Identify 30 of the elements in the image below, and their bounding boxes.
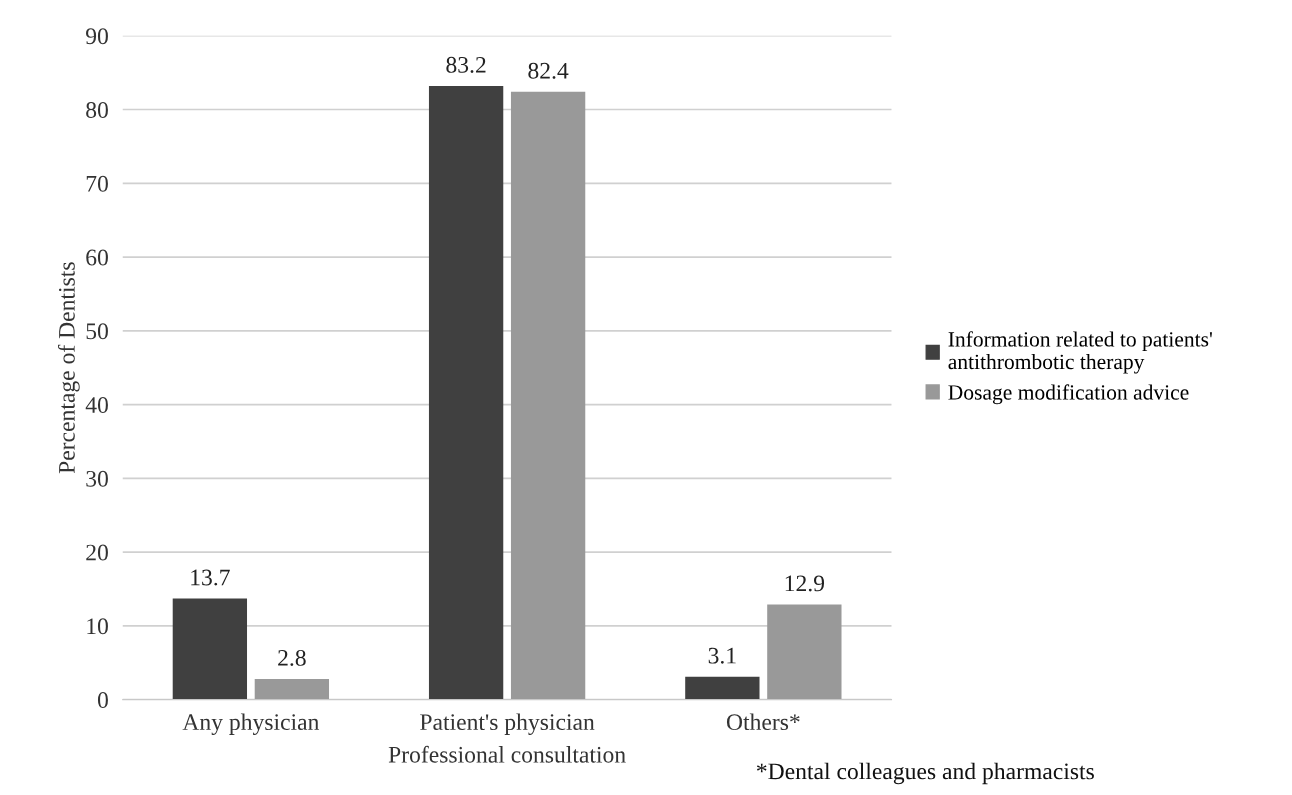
- bar: [172, 598, 248, 700]
- y-tick-label: 30: [86, 470, 108, 487]
- data-label: 12.9: [785, 575, 825, 592]
- y-tick-label: 20: [86, 544, 108, 561]
- legend-label: Dosage modification advice: [948, 384, 1189, 405]
- y-tick-label: 0: [97, 692, 108, 709]
- y-tick-label: 90: [86, 28, 108, 45]
- y-tick-label: 70: [86, 175, 108, 192]
- y-tick-label: 80: [86, 102, 108, 118]
- y-axis-title: Percentage of Dentists: [57, 262, 80, 474]
- data-label: 2.8: [278, 649, 306, 666]
- x-tick-label: Patient's physician: [420, 713, 595, 735]
- y-tick-label: 40: [85, 397, 108, 413]
- bar: [510, 91, 586, 700]
- bar: [428, 85, 504, 700]
- bar: [254, 678, 330, 700]
- text: *Dental colleagues and pharmacists: [756, 762, 1094, 785]
- data-label: 3.1: [708, 647, 736, 664]
- bar: [685, 676, 760, 700]
- data-label: 82.4: [528, 62, 569, 79]
- data-label: 13.7: [191, 569, 230, 586]
- y-tick-label: 10: [87, 618, 108, 635]
- x-axis-title: Professional consultation: [388, 745, 626, 763]
- data-label: 83.2: [446, 56, 486, 73]
- legend-label: Information related to patients' antithrombotic therapy: [948, 331, 1212, 374]
- y-tick-label: 50: [86, 323, 108, 340]
- y-tick-label: 60: [86, 249, 108, 266]
- bar: [767, 604, 842, 700]
- x-tick-label: Any physician: [182, 713, 320, 735]
- x-tick-label: Others*: [726, 713, 800, 731]
